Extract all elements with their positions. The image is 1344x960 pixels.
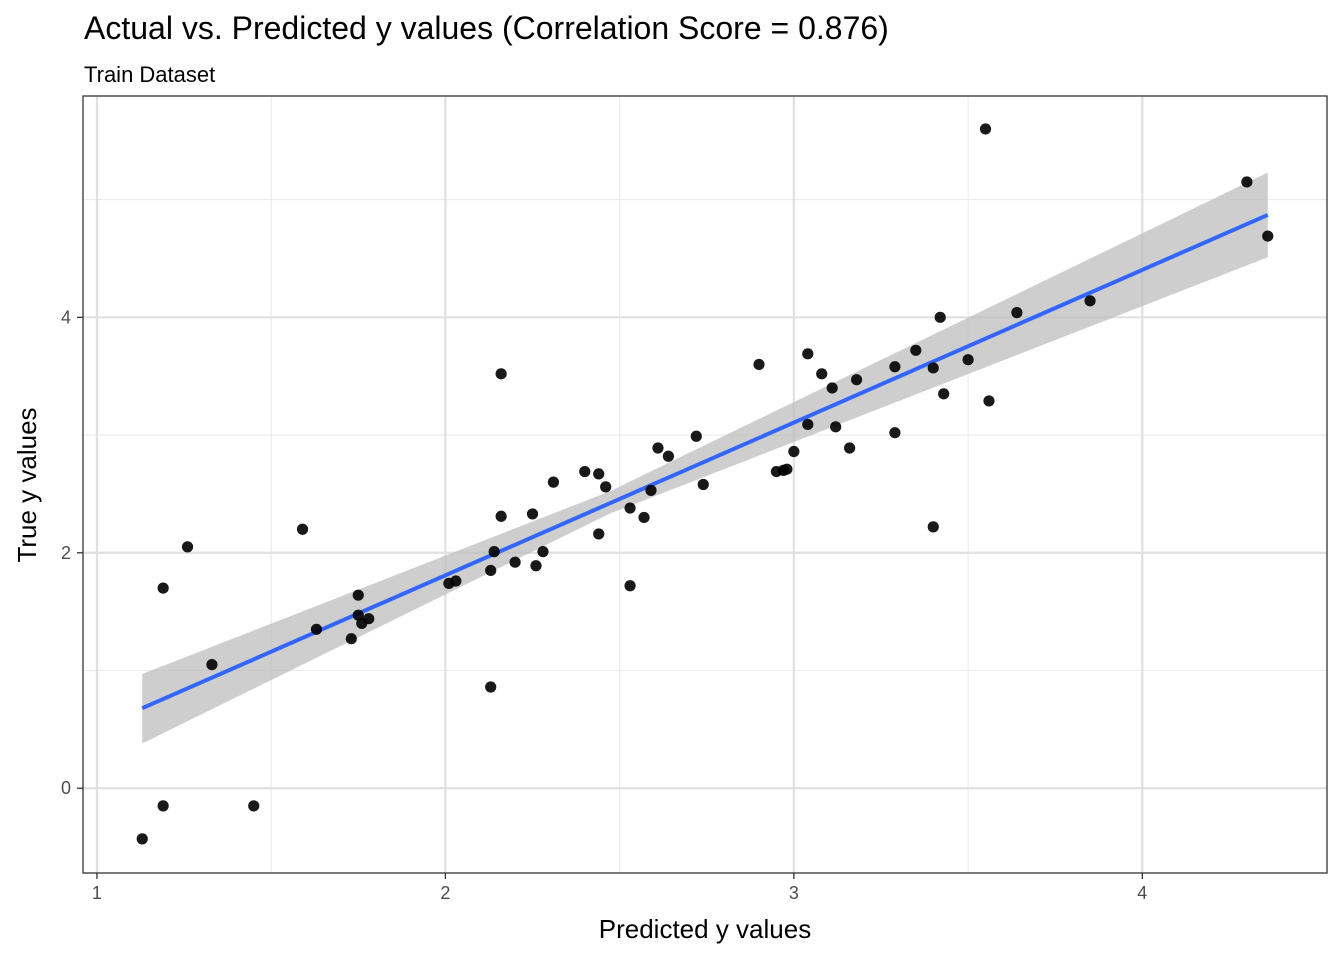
data-point [962,354,974,366]
data-point [983,395,995,407]
data-point [826,382,838,394]
data-point [600,481,612,493]
x-tick-label: 4 [1137,883,1147,903]
data-point [345,633,357,645]
data-point [495,368,507,380]
grid-layer [83,96,1327,873]
chart-subtitle: Train Dataset [84,62,216,87]
data-point [181,541,194,553]
data-point [753,358,765,371]
data-point [352,589,364,601]
data-point [1084,295,1096,307]
data-point [296,523,309,535]
data-point [979,123,992,135]
x-tick-label: 3 [789,883,799,903]
data-point [850,374,863,386]
data-point [889,427,901,439]
data-point [889,361,901,373]
data-point [1011,307,1023,319]
data-point [662,450,675,462]
data-point [485,681,497,693]
axis-layer: 1 2 3 4 0 2 4 [61,307,1147,903]
data-point [927,362,939,374]
data-point [816,368,828,380]
x-axis-title: Predicted y values [599,914,811,944]
data-point [788,445,800,458]
data-point [206,659,218,671]
data-point [934,311,946,323]
y-tick-label: 0 [61,778,71,798]
data-point [927,521,939,533]
data-point [488,546,500,558]
data-point [624,580,636,592]
data-point [579,465,591,478]
data-point [830,421,842,433]
x-tick-label: 1 [92,883,102,903]
data-point [537,546,549,558]
data-point [645,484,657,496]
data-point [363,613,375,625]
confidence-band [142,172,1268,744]
regression-line-layer [141,213,1269,711]
y-tick-label: 4 [61,307,71,327]
data-point [450,575,462,587]
y-axis-title: True y values [12,407,42,562]
data-point [547,476,560,488]
data-point [697,478,709,491]
data-point [1262,230,1274,242]
data-point [136,833,148,845]
data-point [781,463,793,475]
data-point [495,510,507,522]
data-point [638,511,650,524]
data-point [802,348,814,360]
data-point [652,442,664,454]
data-point [310,623,323,635]
data-point [157,800,169,812]
data-point [248,800,260,812]
chart-title: Actual vs. Predicted y values (Correlati… [84,10,889,46]
data-point [624,502,636,514]
data-point [509,556,521,568]
data-point [690,430,702,442]
data-point [526,508,539,520]
regression-line [141,213,1269,711]
data-point [1241,176,1253,188]
plot-border [82,95,1328,874]
data-point [485,564,497,577]
data-point [844,442,856,454]
data-point [938,388,950,400]
data-point [530,560,542,572]
confidence-band-layer [142,172,1268,744]
x-tick-label: 2 [440,883,450,903]
data-point [593,468,605,480]
y-tick-label: 2 [61,543,71,563]
data-point [593,528,605,540]
data-point [802,418,814,431]
points-layer [136,123,1274,845]
data-point [157,582,169,594]
data-point [910,344,922,356]
